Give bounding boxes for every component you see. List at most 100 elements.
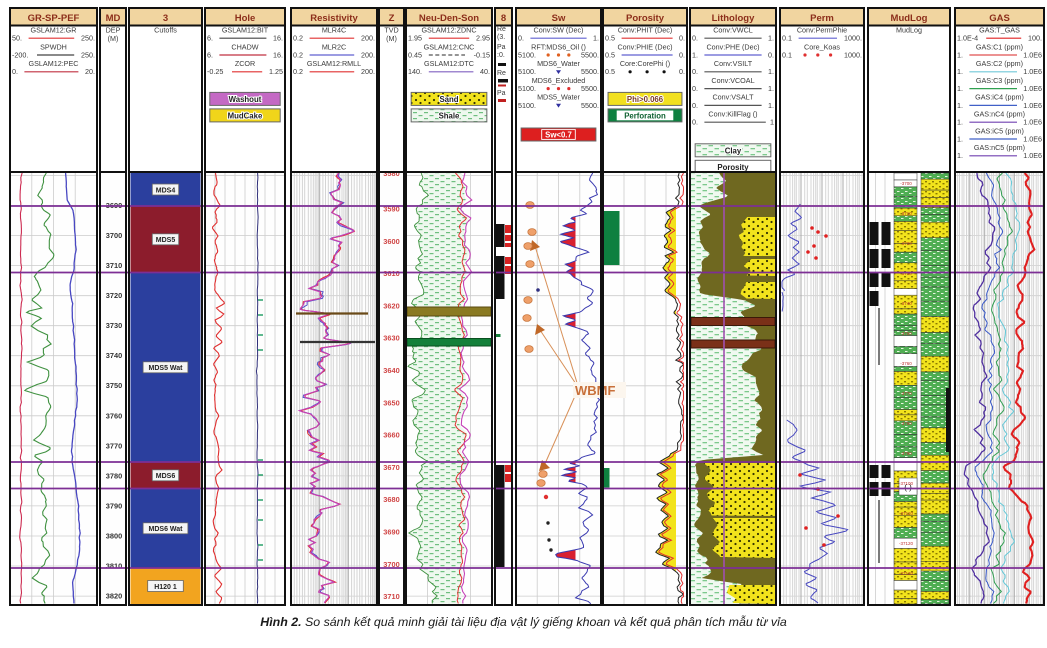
svg-text:MDS5: MDS5 [156, 237, 176, 244]
svg-text:5500.: 5500. [581, 67, 599, 76]
svg-text:1.: 1. [768, 101, 774, 110]
svg-text:MDS6_Excluded: MDS6_Excluded [532, 76, 586, 85]
svg-text:GAS:nC5 (ppm): GAS:nC5 (ppm) [974, 143, 1025, 152]
svg-text:Cutoffs: Cutoffs [154, 26, 177, 35]
svg-text:-3720: -3720 [900, 241, 912, 246]
svg-text:Re: Re [497, 26, 506, 33]
svg-text:-37100: -37100 [899, 481, 914, 486]
svg-text:1.: 1. [957, 84, 963, 93]
svg-text:3800: 3800 [106, 531, 122, 540]
svg-text:MDS6 Wat: MDS6 Wat [149, 526, 184, 533]
svg-text:50.: 50. [12, 34, 22, 43]
svg-text::0.: :0. [497, 52, 505, 59]
svg-text:0.5: 0.5 [605, 67, 615, 76]
svg-text:2.95: 2.95 [476, 34, 490, 43]
svg-text:Conv:VWCL: Conv:VWCL [713, 26, 753, 35]
svg-text:3: 3 [163, 13, 168, 24]
svg-text:(M): (M) [386, 34, 397, 43]
svg-text:-37130: -37130 [899, 571, 914, 576]
svg-text:Washout: Washout [229, 95, 262, 104]
svg-text:5100.: 5100. [518, 50, 536, 59]
svg-text:1.: 1. [957, 67, 963, 76]
svg-text:1.25: 1.25 [269, 67, 283, 76]
svg-text:GSLAM12:CNC: GSLAM12:CNC [424, 42, 475, 51]
svg-text:0.: 0. [692, 84, 698, 93]
svg-text:1000.: 1000. [844, 34, 862, 43]
svg-text:GAS:iC5 (ppm): GAS:iC5 (ppm) [975, 126, 1024, 135]
svg-text:-3760: -3760 [900, 361, 912, 366]
svg-text:0.2: 0.2 [293, 50, 303, 59]
svg-text:0.: 0. [692, 118, 698, 127]
svg-text:1: 1 [770, 118, 774, 127]
svg-text:GAS:C2 (ppm): GAS:C2 (ppm) [976, 59, 1023, 68]
svg-text:0.: 0. [692, 101, 698, 110]
svg-text:GAS: GAS [989, 13, 1010, 24]
svg-text:1.0E6: 1.0E6 [1023, 118, 1042, 127]
svg-text:0.: 0. [692, 34, 698, 43]
svg-text:Conv:VSILT: Conv:VSILT [714, 59, 753, 68]
svg-text:Conv:KillFlag (): Conv:KillFlag () [708, 110, 757, 119]
svg-text:3690: 3690 [383, 528, 399, 537]
svg-text:0.: 0. [692, 67, 698, 76]
svg-text:Clay: Clay [725, 146, 742, 155]
svg-text:Porosity: Porosity [626, 13, 665, 24]
svg-text:1.0E6: 1.0E6 [1023, 50, 1042, 59]
svg-text:8: 8 [501, 13, 506, 24]
svg-text:3660: 3660 [383, 431, 399, 440]
svg-text:1000.: 1000. [844, 50, 862, 59]
svg-text:1.: 1. [957, 134, 963, 143]
svg-text:GSLAM12:ZDNC: GSLAM12:ZDNC [421, 26, 476, 35]
svg-text:H120 1: H120 1 [154, 584, 177, 591]
svg-text:Sw<0.7: Sw<0.7 [545, 131, 572, 140]
svg-text:3700: 3700 [383, 560, 399, 569]
svg-text:Shale: Shale [439, 112, 460, 121]
svg-text:3750: 3750 [106, 381, 122, 390]
svg-text:100.: 100. [1028, 34, 1042, 43]
svg-text:GAS:C1 (ppm): GAS:C1 (ppm) [976, 42, 1023, 51]
svg-text:1.0E-4: 1.0E-4 [957, 34, 978, 43]
svg-text:-3790: -3790 [900, 451, 912, 456]
svg-text:1.: 1. [768, 67, 774, 76]
svg-text:140.: 140. [408, 67, 422, 76]
svg-text:1.: 1. [957, 118, 963, 127]
svg-text:3620: 3620 [383, 301, 399, 310]
svg-text:-3700: -3700 [900, 181, 912, 186]
svg-text:3790: 3790 [106, 501, 122, 510]
svg-text:6.: 6. [207, 34, 213, 43]
svg-text:MDS6_Water: MDS6_Water [537, 59, 580, 68]
svg-text:GSLAM12:DTC: GSLAM12:DTC [424, 59, 474, 68]
svg-text:1.0E6: 1.0E6 [1023, 101, 1042, 110]
svg-text:1.: 1. [957, 151, 963, 160]
svg-text:DEP: DEP [106, 26, 121, 35]
svg-text:1.0E6: 1.0E6 [1023, 134, 1042, 143]
svg-text:Neu-Den-Son: Neu-Den-Son [419, 13, 479, 24]
svg-text:MD: MD [106, 13, 121, 24]
svg-text:3670: 3670 [383, 463, 399, 472]
svg-text:0.: 0. [768, 50, 774, 59]
svg-text:GSLAM12:PEC: GSLAM12:PEC [29, 59, 79, 68]
svg-text:0.: 0. [518, 34, 524, 43]
svg-text:Re: Re [497, 70, 506, 77]
svg-text:-3710: -3710 [900, 211, 912, 216]
svg-text:250.: 250. [81, 50, 95, 59]
svg-text:Z: Z [389, 13, 395, 24]
svg-text:1.95: 1.95 [408, 34, 422, 43]
svg-text:-200.: -200. [12, 50, 28, 59]
svg-text:200.: 200. [361, 34, 375, 43]
svg-text:16.: 16. [273, 34, 283, 43]
svg-text:GSLAM12:BIT: GSLAM12:BIT [222, 26, 269, 35]
svg-text:3580: 3580 [383, 169, 399, 178]
svg-text:0.45: 0.45 [408, 50, 422, 59]
svg-text:Conv:PHIE (Dec): Conv:PHIE (Dec) [617, 42, 672, 51]
svg-text:Core:CorePhi (): Core:CorePhi () [620, 59, 670, 68]
svg-text:Conv:VCOAL: Conv:VCOAL [711, 76, 754, 85]
svg-text:5100.: 5100. [518, 84, 536, 93]
svg-text:GAS:iC4 (ppm): GAS:iC4 (ppm) [975, 93, 1024, 102]
svg-text:Sand: Sand [439, 95, 458, 104]
svg-text:Lithology: Lithology [712, 13, 755, 24]
svg-text:Resistivity: Resistivity [310, 13, 358, 24]
svg-text:0.5: 0.5 [605, 50, 615, 59]
svg-text:MudLog: MudLog [891, 13, 928, 24]
svg-text:Pa: Pa [497, 90, 506, 97]
svg-text:3770: 3770 [106, 441, 122, 450]
